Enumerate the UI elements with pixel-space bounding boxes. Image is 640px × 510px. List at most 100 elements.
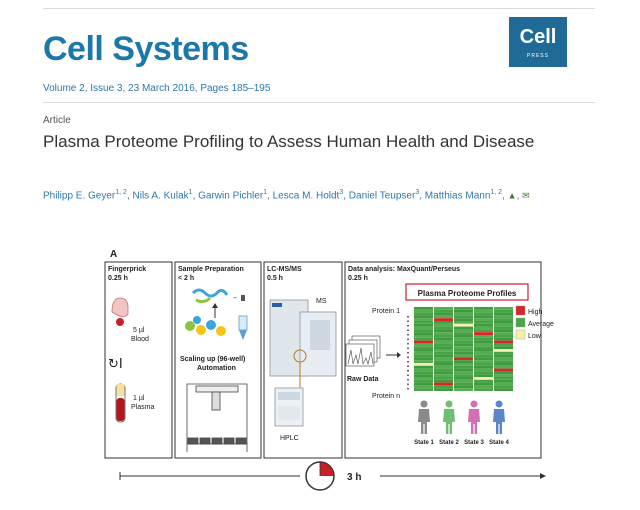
heatmap-cell [474, 343, 493, 346]
heatmap-cell [494, 369, 513, 372]
heatmap-cell [494, 363, 513, 366]
heatmap-cell [434, 383, 453, 386]
heatmap-cell [494, 355, 513, 358]
heatmap-cell [494, 371, 513, 374]
profiles-title: Plasma Proteome Profiles [418, 289, 517, 298]
heatmap-cell [434, 357, 453, 360]
heatmap-cell [454, 321, 473, 324]
heatmap-cell [434, 324, 453, 327]
heatmap-cell [474, 310, 493, 313]
heatmap-cell [454, 352, 473, 355]
ms-label: MS [316, 298, 327, 305]
heatmap-cell [414, 327, 433, 330]
heatmap-cell [454, 329, 473, 332]
heatmap-cell [474, 380, 493, 383]
heatmap-cell [434, 369, 453, 372]
heatmap-cell [434, 374, 453, 377]
plasma-tube-icon [116, 384, 125, 422]
step-time-data-analysis: 0.25 h [348, 275, 368, 282]
heatmap-cell [494, 321, 513, 324]
raw-data-arrow [386, 352, 401, 358]
pipette-icon: – [233, 293, 247, 340]
clock-icon [306, 462, 334, 490]
heatmap-cell [414, 363, 433, 366]
heatmap-cell [494, 327, 513, 330]
heatmap-cell [474, 315, 493, 318]
heatmap-cell [434, 385, 453, 388]
heatmap-cell [454, 332, 473, 335]
heatmap-cell [494, 318, 513, 321]
heatmap-cell [454, 315, 473, 318]
total-time-label: 3 h [347, 472, 361, 483]
legend-label: High [528, 309, 543, 316]
heatmap-cell [494, 349, 513, 352]
heatmap-cell [454, 377, 473, 380]
heatmap-cell [454, 366, 473, 369]
heatmap-cell [414, 357, 433, 360]
state-label: State 2 [439, 440, 459, 446]
svg-text:–: – [233, 293, 237, 302]
heatmap-cell [474, 307, 493, 310]
heatmap-cell [454, 335, 473, 338]
heatmap-cell [474, 321, 493, 324]
heatmap-cell [434, 377, 453, 380]
heatmap-cell [434, 307, 453, 310]
heatmap-cell [414, 360, 433, 363]
heatmap-cell [474, 346, 493, 349]
heatmap-cell [474, 335, 493, 338]
person-icon [418, 401, 430, 435]
heatmap-cell [454, 363, 473, 366]
heatmap-cell [454, 341, 473, 344]
heatmap-cell [474, 383, 493, 386]
state-label: State 1 [414, 440, 434, 446]
heatmap-cell [414, 369, 433, 372]
heatmap-cell [474, 374, 493, 377]
blood-volume-label: 5 µl [133, 327, 145, 334]
heatmap-cell [434, 343, 453, 346]
legend-swatch [516, 306, 525, 315]
heatmap-cell [414, 313, 433, 316]
heatmap-cell [434, 327, 453, 330]
heatmap-cell [434, 329, 453, 332]
heatmap-cell [414, 321, 433, 324]
legend-swatch [516, 318, 525, 327]
heatmap-cell [414, 318, 433, 321]
heatmap-cell [414, 341, 433, 344]
heatmap-cell [494, 313, 513, 316]
heatmap-cell [434, 371, 453, 374]
heatmap-cell [474, 357, 493, 360]
heatmap-cell [414, 352, 433, 355]
step-title-lcms: LC-MS/MS [267, 266, 302, 273]
heatmap-cell [474, 313, 493, 316]
heatmap-cell [454, 360, 473, 363]
heatmap-cell [474, 388, 493, 391]
heatmap [414, 307, 513, 391]
heatmap-cell [494, 380, 513, 383]
heatmap-cell [474, 363, 493, 366]
heatmap-cell [474, 355, 493, 358]
heatmap-cell [494, 388, 513, 391]
heatmap-cell [434, 321, 453, 324]
heatmap-cell [454, 313, 473, 316]
heatmap-cell [454, 371, 473, 374]
heatmap-cell [474, 332, 493, 335]
person-icon [468, 401, 480, 435]
legend-swatch [516, 330, 525, 339]
heatmap-cell [434, 313, 453, 316]
heatmap-cell [494, 310, 513, 313]
heatmap-cell [494, 343, 513, 346]
heatmap-cell [494, 377, 513, 380]
heatmap-cell [494, 315, 513, 318]
heatmap-cell [414, 315, 433, 318]
heatmap-cell [434, 366, 453, 369]
heatmap-cell [454, 355, 473, 358]
heatmap-cell [414, 380, 433, 383]
heatmap-cell [434, 363, 453, 366]
heatmap-cell [454, 318, 473, 321]
heatmap-cell [474, 360, 493, 363]
step-time-fingerprick: 0.25 h [108, 275, 128, 282]
heatmap-cell [474, 377, 493, 380]
plasma-volume-label: 1 µl [133, 395, 145, 402]
heatmap-cell [414, 343, 433, 346]
heatmap-cell [474, 349, 493, 352]
